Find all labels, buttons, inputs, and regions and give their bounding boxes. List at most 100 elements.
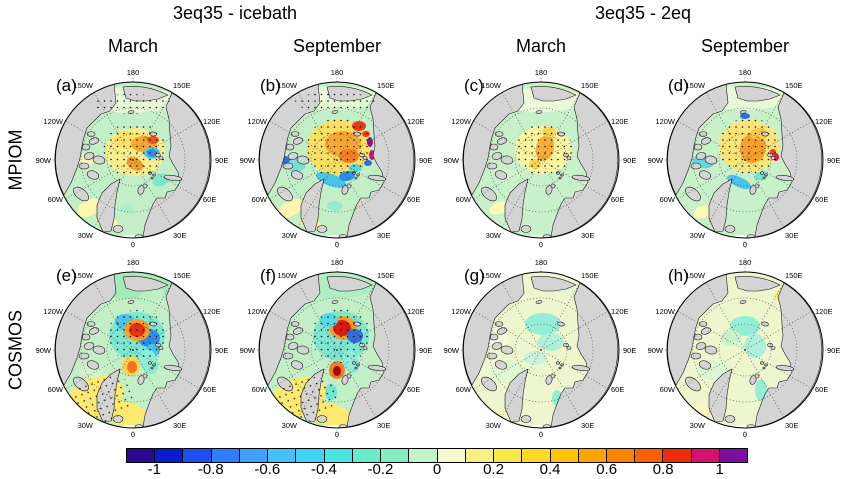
col-title-september-2: September — [700, 36, 790, 56]
longitude-label: 150E — [173, 271, 191, 280]
longitude-label: 90E — [215, 156, 228, 165]
longitude-label: 30W — [282, 421, 298, 430]
row-label-cosmos: COSMOS — [5, 309, 26, 391]
meridian-line — [744, 349, 785, 418]
longitude-label: 150W — [277, 271, 298, 280]
meridian-line — [132, 159, 173, 228]
map-panel-g: 180 150W 150E 120W 120E 90W 90E 60W 60E 30W 30E 0 (g… — [439, 250, 643, 440]
meridian-line — [93, 92, 134, 161]
colorbar-tick-label: 0 — [432, 461, 442, 478]
meridian-line — [93, 282, 134, 351]
longitude-label: 30E — [377, 231, 390, 240]
longitude-label: 150E — [785, 81, 803, 90]
latitude-circle-80n — [106, 133, 160, 187]
longitude-label: 120E — [815, 307, 833, 316]
longitude-label: 60W — [456, 195, 472, 204]
longitude-label: 60E — [815, 195, 828, 204]
map-boundary — [462, 271, 620, 429]
colorbar-cell-14 — [522, 449, 551, 462]
longitude-label: 180 — [535, 258, 548, 267]
longitude-label: 150W — [481, 81, 502, 90]
meridian-line — [705, 92, 746, 161]
longitude-label: 0 — [539, 430, 543, 439]
longitude-label: 0 — [131, 430, 135, 439]
longitude-label: 60W — [48, 195, 64, 204]
longitude-label: 30W — [690, 231, 706, 240]
anomaly-blob — [279, 198, 303, 218]
longitude-label: 90E — [623, 346, 636, 355]
panel-letter: (d) — [668, 76, 689, 95]
meridian-line — [540, 349, 609, 390]
latitude-circle-80n — [310, 133, 364, 187]
colorbar-cell-1 — [155, 449, 184, 462]
longitude-label: 90W — [36, 346, 52, 355]
longitude-label: 0 — [335, 240, 339, 249]
meridian-line — [540, 310, 609, 351]
meridian-line — [132, 282, 173, 351]
colorbar-tick-label: -0.8 — [197, 461, 224, 478]
longitude-label: 180 — [739, 68, 752, 77]
panel-letter: (c) — [464, 76, 484, 95]
longitude-label: 30W — [486, 231, 502, 240]
meridian-line — [336, 349, 377, 418]
longitude-label: 90W — [648, 346, 664, 355]
longitude-label: 0 — [743, 430, 747, 439]
longitude-label: 90W — [444, 346, 460, 355]
meridian-line — [269, 120, 338, 161]
longitude-label: 30E — [785, 421, 798, 430]
map-panel-e: 180 150W 150E 120W 120E 90W 90E 60W 60E 30W 30E 0 (e… — [31, 250, 235, 440]
longitude-label: 60W — [48, 385, 64, 394]
anomaly-blob — [327, 201, 343, 211]
map-boundary — [54, 271, 212, 429]
meridian-line — [297, 92, 338, 161]
anomaly-blob — [740, 113, 750, 119]
longitude-label: 180 — [331, 258, 344, 267]
longitude-label: 30W — [78, 231, 94, 240]
anomaly-blob — [77, 198, 101, 218]
colorbar-cell-10 — [409, 449, 438, 462]
latitude-circle-70n — [284, 107, 390, 213]
colorbar-tick-label: 0.2 — [483, 461, 504, 478]
colorbar-cell-6 — [296, 449, 325, 462]
anomaly-blob — [525, 313, 561, 335]
latitude-circle-80n — [718, 323, 772, 377]
meridian-line — [132, 310, 201, 351]
meridian-line — [501, 92, 542, 161]
map-svg-d: 180 150W 150E 120W 120E 90W 90E 60W 60E 30W 30E 0 (d… — [648, 68, 841, 250]
longitude-label: 120E — [203, 117, 221, 126]
longitude-label: 0 — [743, 240, 747, 249]
map-panel-d: 180 150W 150E 120W 120E 90W 90E 60W 60E 30W 30E 0 (d… — [643, 60, 847, 250]
latitude-circle-80n — [106, 323, 160, 377]
group-title-2eq: 3eq35 - 2eq — [594, 3, 692, 23]
meridian-line — [65, 120, 134, 161]
anomaly-blob — [727, 174, 751, 190]
colorbar-tick-label: -0.4 — [310, 461, 337, 478]
colorbar-cell-3 — [211, 449, 240, 462]
meridian-line — [297, 282, 338, 351]
map-svg-f: 180 150W 150E 120W 120E 90W 90E 60W 60E 30W 30E 0 (f… — [240, 258, 433, 440]
map-boundary — [54, 81, 212, 239]
meridian-line — [93, 349, 134, 418]
longitude-label: 150W — [277, 81, 298, 90]
latitude-circle-70n — [80, 297, 186, 403]
longitude-label: 120W — [451, 117, 472, 126]
longitude-label: 90E — [827, 156, 840, 165]
colorbar-cell-13 — [494, 449, 523, 462]
colorbar-tick-label: 1 — [715, 461, 724, 478]
longitude-label: 90E — [215, 346, 228, 355]
longitude-label: 30W — [486, 421, 502, 430]
colorbar-cell-15 — [550, 449, 579, 462]
stipple-region — [107, 310, 167, 362]
meridian-line — [336, 310, 405, 351]
meridian-line — [132, 159, 201, 200]
longitude-label: 0 — [539, 240, 543, 249]
panel-letter: (f) — [260, 266, 276, 285]
longitude-label: 90E — [419, 346, 432, 355]
map-boundary — [258, 271, 416, 429]
longitude-label: 60E — [611, 195, 624, 204]
meridian-line — [297, 159, 338, 228]
colorbar-cell-8 — [352, 449, 382, 462]
longitude-label: 30W — [282, 231, 298, 240]
meridian-line — [705, 159, 746, 228]
meridian-line — [473, 310, 542, 351]
